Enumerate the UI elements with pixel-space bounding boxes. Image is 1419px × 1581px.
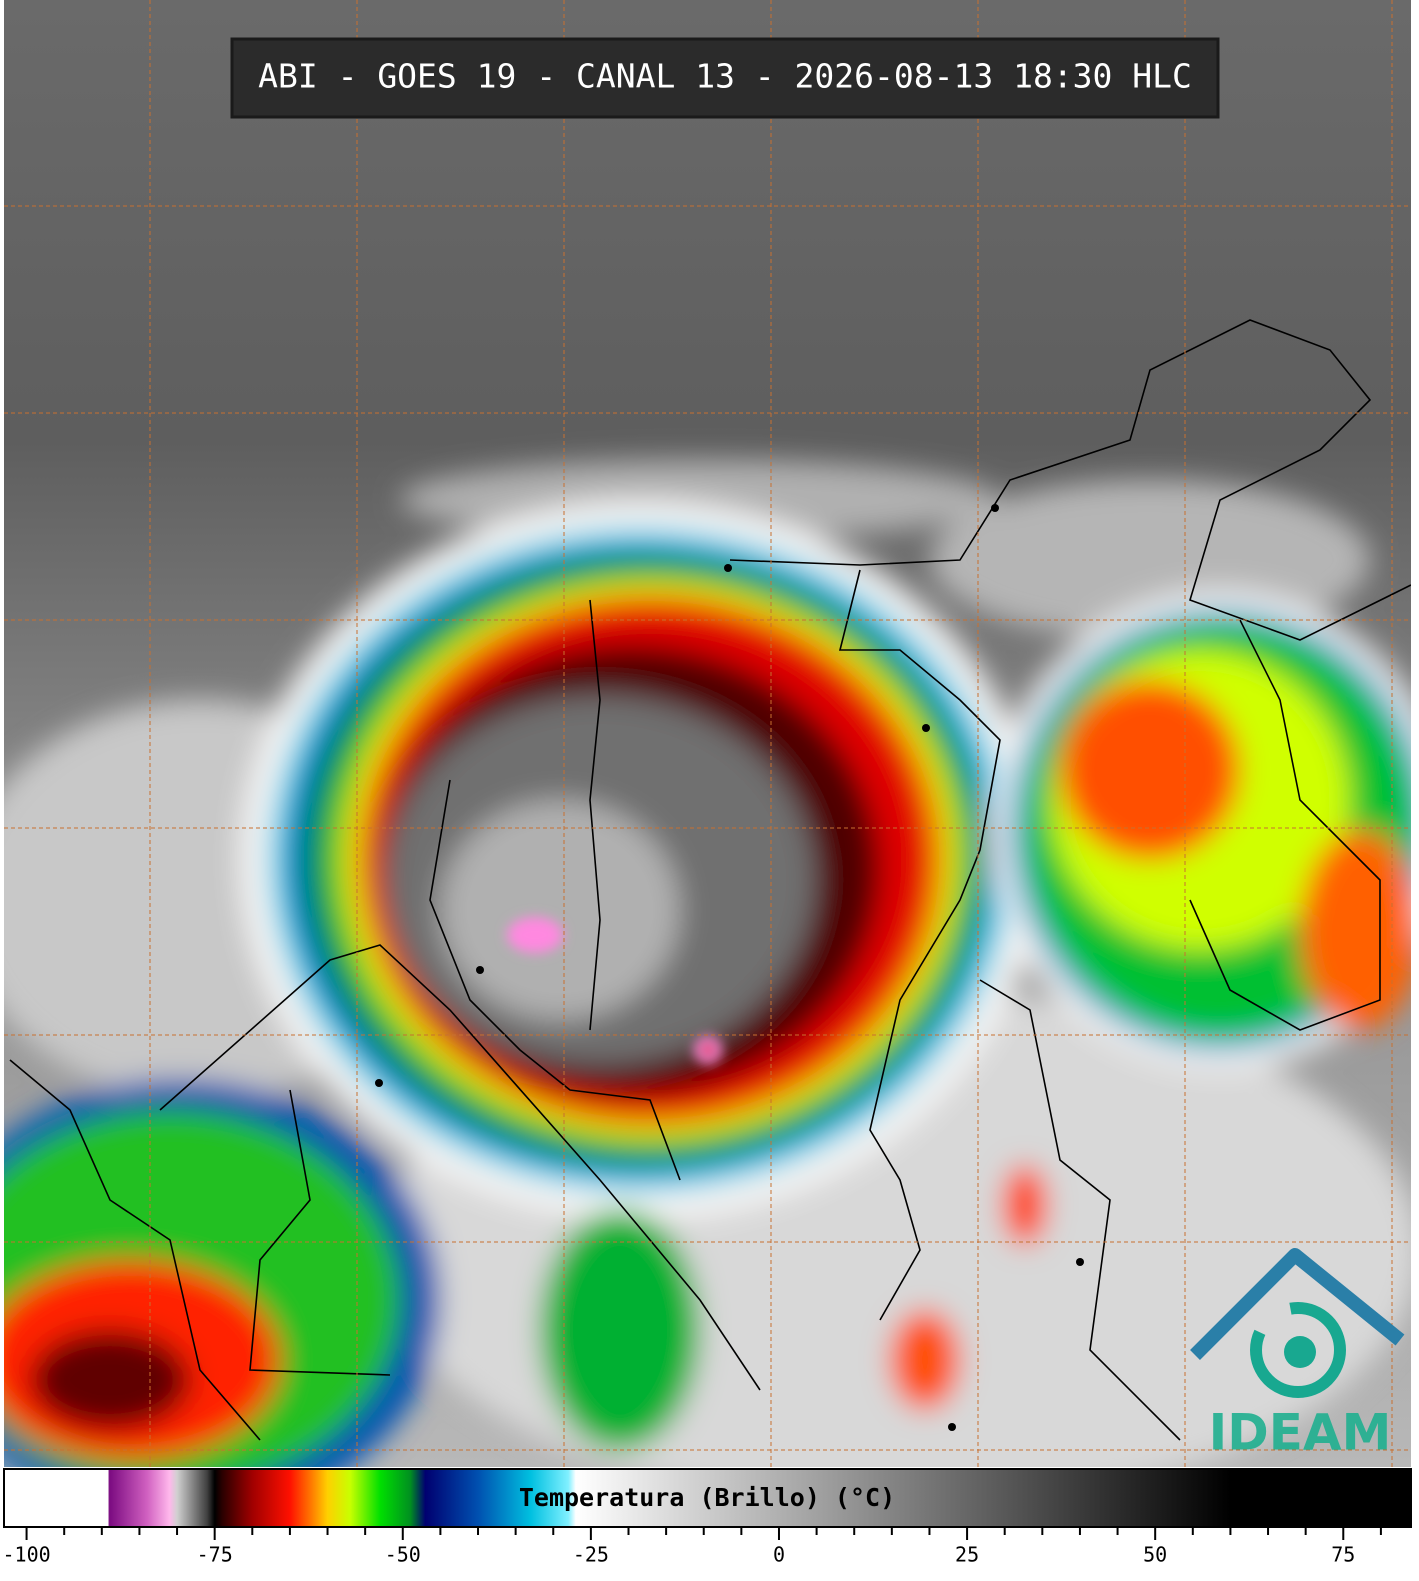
colorbar-label: Temperatura (Brillo) (°C)	[519, 1483, 895, 1512]
satellite-image: IDEAM	[4, 0, 1411, 1467]
colorbar-ramp	[3, 1468, 1412, 1528]
title-box	[230, 37, 1220, 119]
tick-label: 25	[955, 1543, 979, 1567]
tick-label: -100	[2, 1543, 50, 1567]
tick-label: -50	[385, 1543, 421, 1567]
tick-label: -25	[573, 1543, 609, 1567]
tick-label: 75	[1331, 1543, 1355, 1567]
tick-label: 50	[1143, 1543, 1167, 1567]
colorbar: Temperatura (Brillo) (°C) -100 -75 -50 -25 0…	[2, 1468, 1412, 1567]
tick-label: -75	[197, 1543, 233, 1567]
logo: IDEAM	[1190, 1248, 1405, 1462]
logo-text: IDEAM	[1209, 1404, 1392, 1462]
tick-label: 0	[773, 1543, 785, 1567]
title: ABI - GOES 19 - CANAL 13 - 2026-08-13 18…	[258, 57, 1192, 96]
